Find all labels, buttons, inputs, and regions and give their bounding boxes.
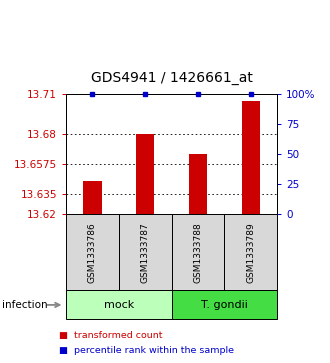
Text: GSM1333787: GSM1333787 <box>141 222 150 283</box>
Bar <box>242 101 260 214</box>
Bar <box>119 214 172 290</box>
Text: ■  transformed count: ■ transformed count <box>59 331 163 340</box>
Bar <box>189 154 207 214</box>
Bar <box>172 214 224 290</box>
Bar <box>136 134 154 214</box>
Text: GDS4941 / 1426661_at: GDS4941 / 1426661_at <box>91 71 252 85</box>
Bar <box>66 214 119 290</box>
Text: infection: infection <box>2 300 47 310</box>
Bar <box>83 181 102 214</box>
Text: ■  percentile rank within the sample: ■ percentile rank within the sample <box>59 346 234 355</box>
Text: GSM1333788: GSM1333788 <box>193 222 203 283</box>
Text: GSM1333786: GSM1333786 <box>88 222 97 283</box>
Text: T. gondii: T. gondii <box>201 300 248 310</box>
Text: GSM1333789: GSM1333789 <box>246 222 255 283</box>
Bar <box>172 290 277 319</box>
Text: mock: mock <box>104 300 134 310</box>
Bar <box>66 290 172 319</box>
Bar <box>224 214 277 290</box>
